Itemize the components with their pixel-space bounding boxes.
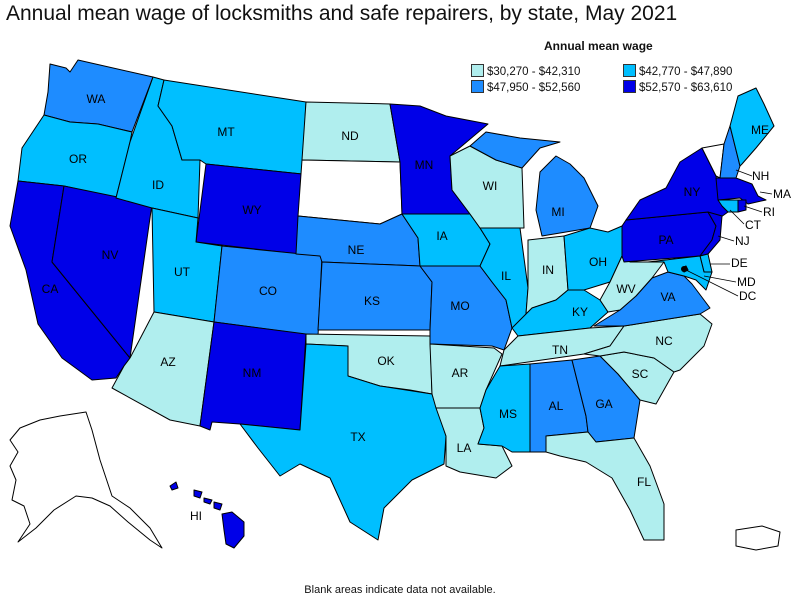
leader-ma (759, 191, 773, 195)
leader-md (703, 275, 737, 283)
state-label-TX: TX (350, 430, 365, 444)
state-label-SC: SC (632, 367, 649, 381)
state-MI[interactable] (469, 131, 599, 237)
state-label-DE: DE (731, 256, 748, 270)
state-ME[interactable] (729, 87, 775, 167)
state-FL[interactable] (545, 431, 665, 541)
state-label-MN: MN (415, 158, 434, 172)
state-label-HI: HI (190, 509, 202, 523)
legend-label: $42,770 - $47,890 (639, 66, 733, 78)
state-label-AL: AL (549, 399, 564, 413)
state-label-ND: ND (341, 129, 359, 143)
state-label-TN: TN (552, 343, 568, 357)
state-label-AR: AR (452, 366, 469, 380)
legend-item-tier-3: $47,950 - $52,560 (471, 80, 580, 94)
state-SD[interactable] (297, 159, 403, 225)
state-label-NJ: NJ (735, 234, 750, 248)
state-label-LA: LA (457, 441, 472, 455)
state-label-NM: NM (243, 366, 262, 380)
state-MD[interactable] (647, 255, 713, 291)
legend-item-tier-2: $42,770 - $47,890 (623, 64, 732, 78)
leader-nh (735, 169, 753, 177)
state-label-MO: MO (450, 299, 469, 313)
state-TX[interactable] (239, 343, 447, 541)
state-label-ID: ID (152, 178, 164, 192)
state-label-IL: IL (501, 269, 511, 283)
state-HI[interactable] (169, 481, 245, 549)
state-label-RI: RI (763, 205, 775, 219)
state-label-CA: CA (42, 282, 59, 296)
legend-swatch (471, 80, 484, 93)
state-PR[interactable] (735, 525, 781, 551)
state-label-GA: GA (595, 397, 612, 411)
state-NH[interactable] (719, 125, 741, 179)
state-AK[interactable] (9, 411, 163, 549)
state-MA[interactable] (715, 177, 767, 205)
state-label-WA: WA (87, 92, 106, 106)
state-label-FL: FL (637, 475, 651, 489)
state-label-DC: DC (739, 289, 757, 303)
state-label-MS: MS (499, 407, 517, 421)
state-label-MD: MD (737, 275, 756, 289)
state-label-CO: CO (259, 284, 277, 298)
leader-ri (743, 205, 763, 213)
state-label-WY: WY (242, 203, 261, 217)
state-label-IN: IN (542, 263, 554, 277)
state-NM[interactable] (199, 321, 307, 431)
state-label-NV: NV (102, 248, 119, 262)
state-label-OK: OK (377, 354, 394, 368)
state-label-VA: VA (660, 290, 675, 304)
state-label-WI: WI (483, 179, 498, 193)
legend-label: $47,950 - $52,560 (487, 82, 581, 94)
legend-swatch (623, 80, 636, 93)
legend-item-tier-1: $30,270 - $42,310 (471, 64, 580, 78)
state-label-MA: MA (773, 187, 791, 201)
state-label-KS: KS (364, 294, 380, 308)
state-label-WV: WV (616, 282, 635, 296)
legend-item-tier-4: $52,570 - $63,610 (623, 80, 732, 94)
state-label-CT: CT (745, 218, 762, 232)
state-CT[interactable] (717, 199, 739, 213)
state-label-NH: NH (752, 169, 769, 183)
legend-label: $30,270 - $42,310 (487, 66, 581, 78)
legend-title: Annual mean wage (544, 39, 653, 53)
state-label-UT: UT (174, 265, 191, 279)
state-label-NC: NC (655, 334, 673, 348)
state-label-MT: MT (217, 125, 235, 139)
leader-nj (717, 235, 735, 242)
legend-label: $52,570 - $63,610 (639, 82, 733, 94)
state-NC[interactable] (583, 313, 713, 373)
state-label-IA: IA (436, 229, 447, 243)
map-title: Annual mean wage of locksmiths and safe … (6, 2, 678, 25)
state-label-KY: KY (572, 305, 588, 319)
state-label-NE: NE (348, 243, 365, 257)
leader-dc (683, 268, 739, 297)
state-label-NY: NY (684, 185, 701, 199)
legend-swatch (471, 64, 484, 77)
state-RI[interactable] (737, 199, 747, 213)
state-label-MI: MI (551, 205, 564, 219)
state-label-AZ: AZ (160, 355, 175, 369)
state-label-ME: ME (751, 123, 769, 137)
leader-ct (729, 209, 745, 225)
legend-swatch (623, 64, 636, 77)
state-label-OR: OR (69, 152, 87, 166)
footnote: Blank areas indicate data not available. (304, 584, 496, 596)
state-label-OH: OH (589, 255, 607, 269)
state-label-PA: PA (658, 233, 673, 247)
